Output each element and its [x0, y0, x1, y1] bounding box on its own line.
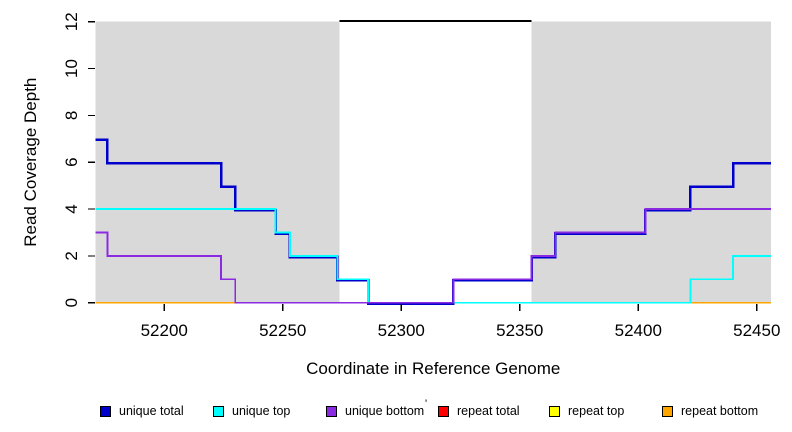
- x-tick-label: 52450: [733, 321, 780, 340]
- unique-bottom-swatch: [326, 405, 337, 417]
- legend-item-unique-total: unique total: [100, 403, 184, 419]
- x-tick-label: 52300: [378, 321, 425, 340]
- chart-legend: unique total unique top unique bottom re…: [0, 403, 792, 423]
- series-unique-top: [95, 208, 771, 304]
- x-tick-label: 52200: [141, 321, 188, 340]
- x-tick-label: 52350: [496, 321, 543, 340]
- unique-top-swatch: [213, 405, 224, 417]
- x-axis-title: Coordinate in Reference Genome: [306, 359, 560, 378]
- y-tick-label: 0: [62, 298, 81, 307]
- y-tick-label: 6: [62, 157, 81, 166]
- y-tick-label: 2: [62, 251, 81, 260]
- y-axis-title: Read Coverage Depth: [21, 78, 40, 247]
- y-tick-label: 8: [62, 111, 81, 120]
- unique-total-swatch: [100, 405, 111, 417]
- shaded-region: [531, 21, 771, 303]
- repeat-top-swatch: [549, 405, 560, 417]
- coverage-step-chart: 52200 52250 52300 52350 52400 52450 0 2 4 6 8 10 12 C…: [21, 12, 780, 378]
- series-unique-bottom: [95, 208, 771, 304]
- legend-label: unique total: [119, 404, 184, 418]
- legend-label: repeat top: [568, 404, 625, 418]
- legend-item-repeat-total: repeat total: [438, 403, 520, 419]
- repeat-bottom-swatch: [662, 405, 673, 417]
- legend-item-repeat-top: repeat top: [549, 403, 624, 419]
- legend-item-unique-top: unique top: [213, 403, 290, 419]
- x-tick-label: 52250: [259, 321, 306, 340]
- stray-mark: ': [425, 398, 428, 410]
- legend-label: repeat total: [457, 404, 520, 418]
- repeat-total-swatch: [438, 405, 449, 417]
- legend-item-unique-bottom: unique bottom: [326, 403, 424, 419]
- x-tick-label: 52400: [615, 321, 662, 340]
- y-tick-label: 10: [62, 59, 81, 78]
- legend-label: unique bottom: [345, 404, 425, 418]
- legend-label: repeat bottom: [681, 404, 759, 418]
- legend-label: unique top: [232, 404, 291, 418]
- y-tick-label: 12: [62, 12, 81, 31]
- y-tick-label: 4: [62, 204, 81, 213]
- legend-item-repeat-bottom: repeat bottom: [662, 403, 758, 419]
